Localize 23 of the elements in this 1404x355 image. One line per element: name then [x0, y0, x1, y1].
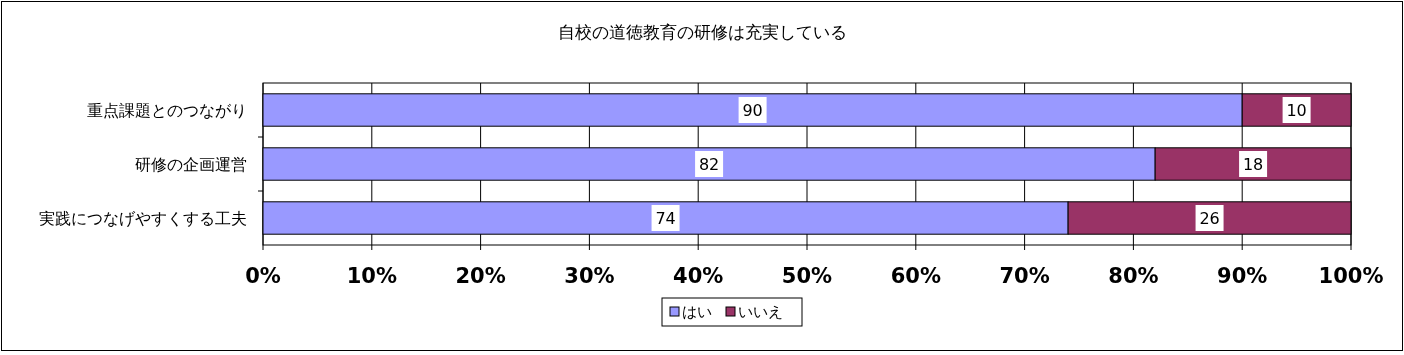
x-tick-label: 20%: [455, 264, 506, 288]
data-label: 18: [1242, 155, 1264, 174]
x-tick-label: 90%: [1217, 264, 1268, 288]
x-tick-label: 50%: [781, 264, 833, 288]
x-tick-label: 10%: [346, 264, 397, 288]
x-tick-label: 40%: [673, 264, 724, 288]
chart-title: 自校の道徳教育の研修は充実している: [557, 22, 847, 42]
data-label: 74: [655, 209, 676, 228]
x-tick-label: 0%: [245, 264, 281, 288]
x-tick-label: 70%: [999, 264, 1050, 288]
y-tick-label: 研修の企画運営: [135, 155, 247, 174]
legend-label: いいえ: [738, 303, 783, 321]
data-label: 10: [1286, 101, 1307, 120]
y-tick-label: 重点課題とのつながり: [87, 101, 247, 120]
x-tick-label: 60%: [890, 264, 941, 288]
data-label: 26: [1199, 209, 1220, 228]
data-label: 90: [742, 101, 763, 120]
data-label: 82: [698, 155, 720, 174]
x-tick-label: 30%: [564, 264, 615, 288]
x-tick-label: 100%: [1318, 264, 1384, 288]
x-tick-label: 80%: [1108, 264, 1159, 288]
legend-label: はい: [682, 303, 712, 321]
y-tick-label: 実践につなげやすくする工夫: [39, 209, 247, 228]
